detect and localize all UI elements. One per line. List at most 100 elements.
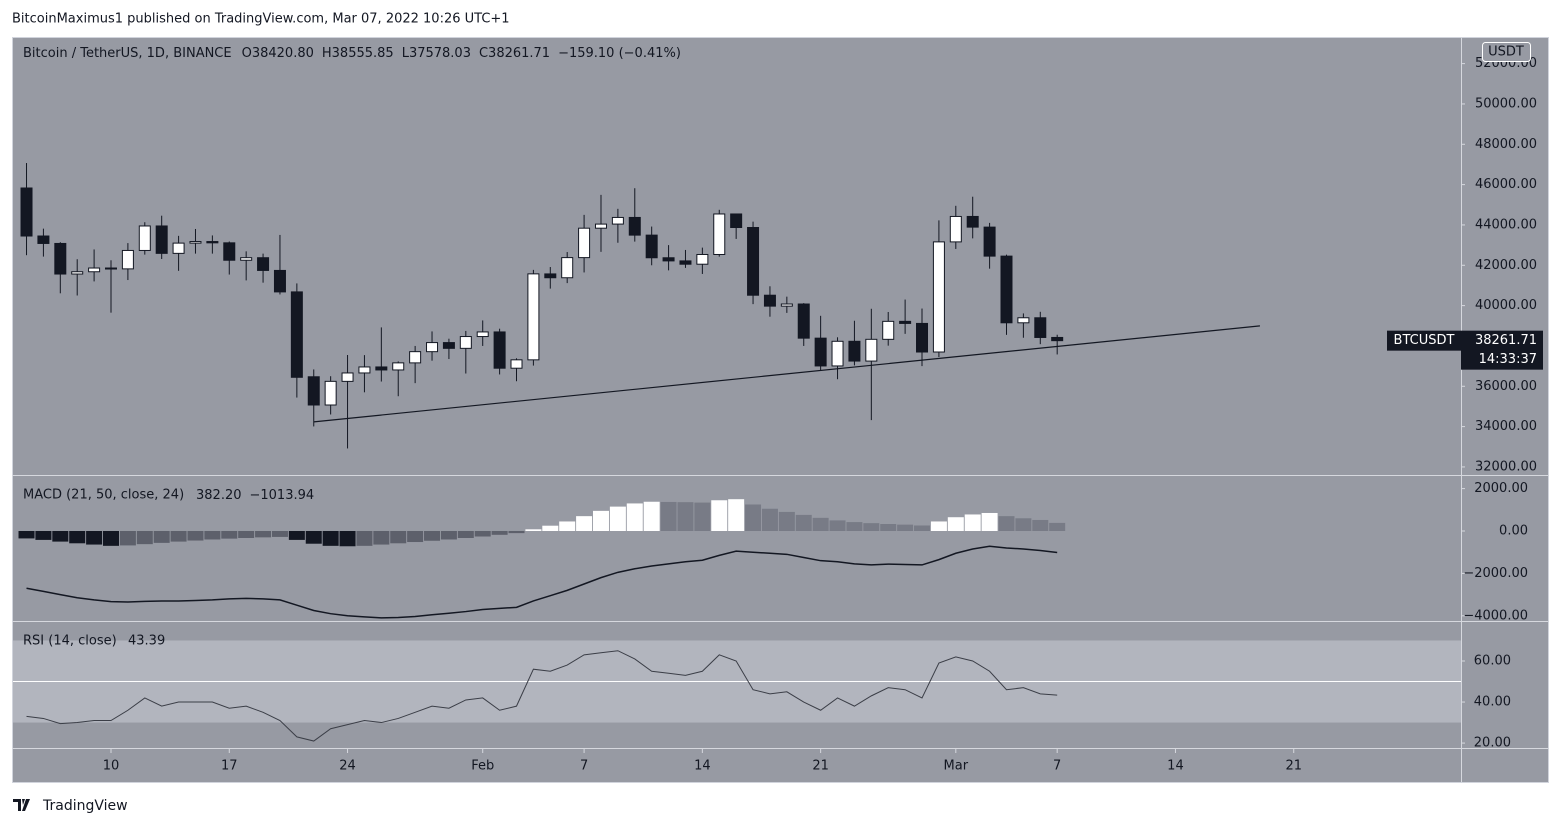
candle-body bbox=[121, 249, 134, 270]
macd-histogram-bar bbox=[576, 516, 593, 531]
macd-histogram-bar bbox=[288, 530, 305, 540]
y-tick-label: 48000.00 bbox=[1475, 137, 1537, 152]
candle-body bbox=[240, 257, 253, 261]
candle-body bbox=[899, 320, 912, 324]
brand: TradingView bbox=[42, 798, 128, 814]
macd-histogram-bar bbox=[728, 499, 745, 531]
macd-histogram-bar bbox=[52, 530, 69, 542]
macd-histogram-bar bbox=[542, 525, 559, 531]
candle-body bbox=[20, 187, 33, 237]
x-tick-label: 14 bbox=[694, 759, 711, 774]
candle-body bbox=[341, 372, 354, 382]
macd-histogram-bar bbox=[1049, 522, 1066, 531]
macd-histogram-bar bbox=[981, 512, 998, 531]
macd-histogram-bar bbox=[795, 514, 812, 531]
macd-histogram-bar bbox=[812, 517, 829, 531]
y-tick-label: 40.00 bbox=[1474, 695, 1511, 710]
candle-body bbox=[916, 322, 929, 353]
macd-histogram-bar bbox=[745, 504, 762, 531]
candle-body bbox=[37, 235, 50, 244]
candle-body bbox=[442, 342, 455, 349]
macd-histogram-bar bbox=[491, 530, 508, 535]
candle-body bbox=[459, 336, 472, 349]
macd-histogram-bar bbox=[221, 530, 238, 539]
candle-body bbox=[1017, 317, 1030, 324]
macd-histogram-bar bbox=[643, 501, 660, 531]
macd-histogram-bar bbox=[508, 530, 525, 534]
candle-body bbox=[392, 362, 405, 371]
y-tick-label: 46000.00 bbox=[1475, 177, 1537, 192]
macd-histogram-bar bbox=[1032, 519, 1049, 531]
macd-histogram-bar bbox=[424, 530, 441, 541]
macd-histogram-bar bbox=[914, 525, 931, 531]
candle-body bbox=[273, 269, 286, 293]
macd-histogram-bar bbox=[305, 530, 322, 544]
publish-note: BitcoinMaximus1 published on TradingView… bbox=[12, 12, 510, 27]
candle-body bbox=[307, 376, 320, 406]
macd-histogram-bar bbox=[863, 523, 880, 531]
macd-histogram-bar bbox=[153, 530, 170, 543]
macd-histogram-bar bbox=[322, 530, 339, 546]
macd-histogram-bar bbox=[947, 517, 964, 531]
macd-histogram-bar bbox=[271, 530, 288, 537]
macd-histogram-bar bbox=[187, 530, 204, 541]
candle-body bbox=[358, 366, 371, 374]
y-tick-label: −4000.00 bbox=[1463, 608, 1528, 623]
x-tick-label: 21 bbox=[812, 759, 829, 774]
candle-body bbox=[189, 241, 202, 244]
y-tick-label: 34000.00 bbox=[1475, 419, 1537, 434]
candle-body bbox=[138, 225, 151, 251]
macd-histogram-bar bbox=[373, 530, 390, 545]
readout-value: 382.20 bbox=[196, 488, 242, 503]
candle-body bbox=[409, 351, 422, 364]
legend-value: 38555.85 bbox=[332, 46, 394, 61]
readout-value: −1013.94 bbox=[250, 488, 315, 503]
candle-body bbox=[1000, 255, 1013, 324]
legend-value: 38261.71 bbox=[488, 46, 550, 61]
candle-body bbox=[561, 257, 574, 279]
candle-body bbox=[324, 380, 337, 406]
macd-histogram-bar bbox=[677, 502, 694, 531]
candle-body bbox=[780, 303, 793, 307]
symbol-tag-label: BTCUSDT bbox=[1394, 333, 1455, 348]
candle-body bbox=[747, 227, 760, 296]
candle-body bbox=[426, 342, 439, 353]
macd-line bbox=[26, 545, 1058, 619]
macd-histogram-bar bbox=[35, 530, 52, 540]
macd-histogram-bar bbox=[1015, 518, 1032, 531]
y-tick-label: 42000.00 bbox=[1475, 258, 1537, 273]
macd-histogram-bar bbox=[119, 530, 136, 546]
price-tag bbox=[1461, 330, 1543, 370]
legend-value: 38420.80 bbox=[252, 46, 314, 61]
candle-body bbox=[882, 320, 895, 340]
macd-histogram-bar bbox=[829, 520, 846, 531]
macd-histogram-bar bbox=[609, 506, 626, 531]
macd-histogram-bar bbox=[897, 524, 914, 531]
candle-body bbox=[628, 216, 641, 236]
x-tick-label: 24 bbox=[339, 759, 356, 774]
candle-body bbox=[662, 257, 675, 262]
candle-body bbox=[1034, 317, 1047, 338]
candle-body bbox=[493, 331, 506, 369]
price-tag-label: 38261.71 bbox=[1475, 333, 1537, 348]
legend: Bitcoin / TetherUS, 1D, BINANCE O38420.80… bbox=[23, 46, 681, 61]
y-tick-label: 32000.00 bbox=[1475, 459, 1537, 474]
candle-body bbox=[1051, 336, 1064, 342]
x-tick-label: Feb bbox=[471, 759, 494, 774]
x-tick-label: 10 bbox=[103, 759, 120, 774]
y-tick-label: 20.00 bbox=[1474, 736, 1511, 751]
candle-body bbox=[71, 271, 84, 275]
macd-histogram-bar bbox=[170, 530, 187, 542]
macd-histogram-bar bbox=[880, 524, 897, 531]
candle-body bbox=[476, 331, 489, 338]
candle-body bbox=[611, 216, 624, 225]
candle-body bbox=[865, 338, 878, 362]
macd-histogram-bar bbox=[102, 530, 119, 546]
macd-histogram-bar bbox=[525, 529, 542, 531]
candle-body bbox=[797, 303, 810, 339]
y-tick-label: 50000.00 bbox=[1475, 96, 1537, 111]
macd-histogram-bar bbox=[998, 516, 1015, 531]
macd-histogram-bar bbox=[255, 530, 272, 538]
x-tick-label: 7 bbox=[1053, 759, 1061, 774]
legend-symbol: Bitcoin / TetherUS, 1D, BINANCE bbox=[23, 46, 232, 61]
